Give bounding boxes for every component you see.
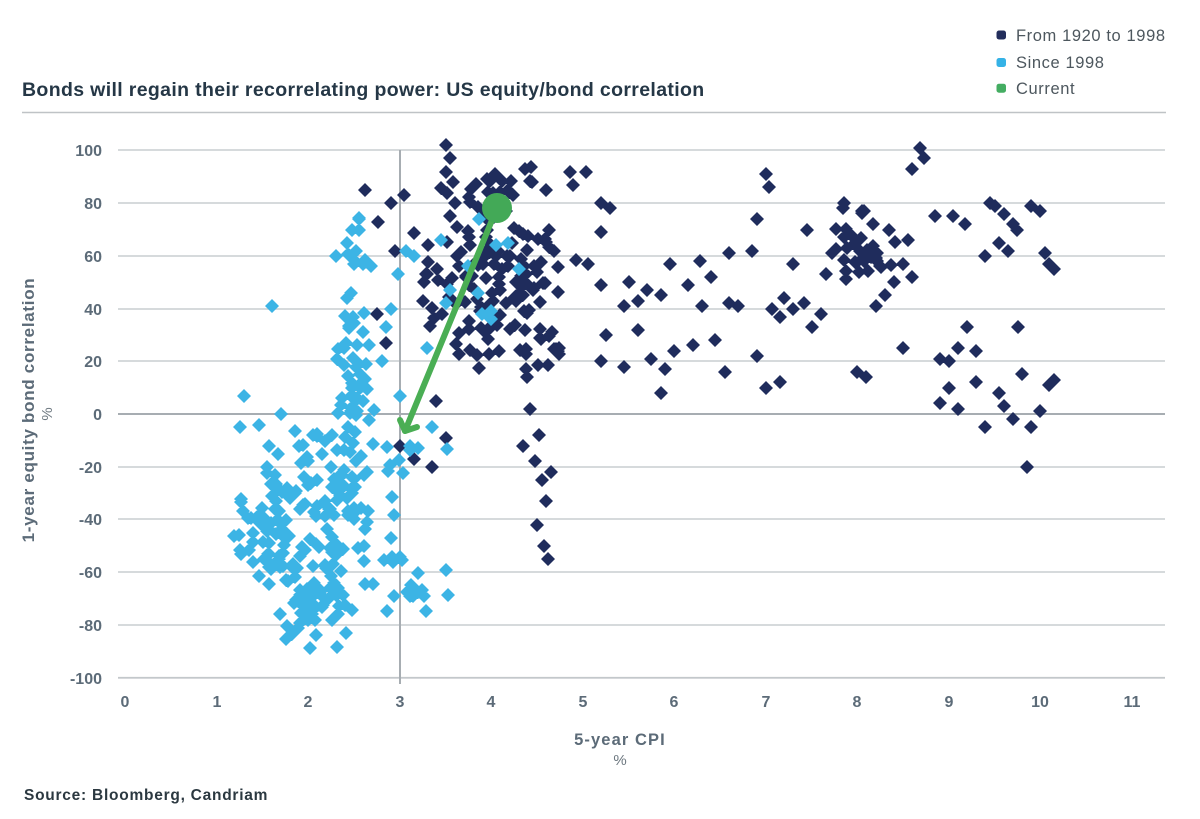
svg-text:100: 100 [75, 143, 102, 160]
svg-text:Since 1998: Since 1998 [1016, 54, 1105, 72]
svg-text:1: 1 [213, 694, 222, 711]
svg-text:-40: -40 [79, 512, 102, 529]
svg-text:2: 2 [304, 694, 313, 711]
svg-text:0: 0 [121, 694, 130, 711]
svg-text:60: 60 [84, 249, 102, 266]
svg-text:6: 6 [670, 694, 679, 711]
svg-text:1-year equity bond correlation: 1-year equity bond correlation [19, 278, 38, 543]
svg-text:-100: -100 [70, 671, 102, 688]
svg-text:20: 20 [84, 354, 102, 371]
svg-text:%: % [39, 407, 56, 420]
svg-text:-80: -80 [79, 618, 102, 635]
svg-text:7: 7 [762, 694, 771, 711]
svg-text:40: 40 [84, 302, 102, 319]
svg-text:Bonds will regain their recorr: Bonds will regain their recorrelating po… [22, 79, 705, 101]
svg-text:80: 80 [84, 196, 102, 213]
svg-text:From 1920 to 1998: From 1920 to 1998 [1016, 27, 1166, 45]
svg-text:11: 11 [1124, 694, 1141, 711]
svg-text:5-year CPI: 5-year CPI [574, 731, 666, 749]
svg-text:9: 9 [945, 694, 954, 711]
svg-text:Current: Current [1016, 80, 1075, 98]
svg-text:0: 0 [93, 407, 102, 424]
svg-text:Source: Bloomberg, Candriam: Source: Bloomberg, Candriam [24, 787, 268, 804]
svg-text:%: % [613, 752, 626, 769]
svg-text:5: 5 [579, 694, 588, 711]
svg-text:10: 10 [1031, 694, 1049, 711]
svg-text:3: 3 [396, 694, 405, 711]
svg-text:-20: -20 [79, 460, 102, 477]
svg-text:8: 8 [853, 694, 862, 711]
svg-text:4: 4 [487, 694, 496, 711]
svg-text:-60: -60 [79, 565, 102, 582]
